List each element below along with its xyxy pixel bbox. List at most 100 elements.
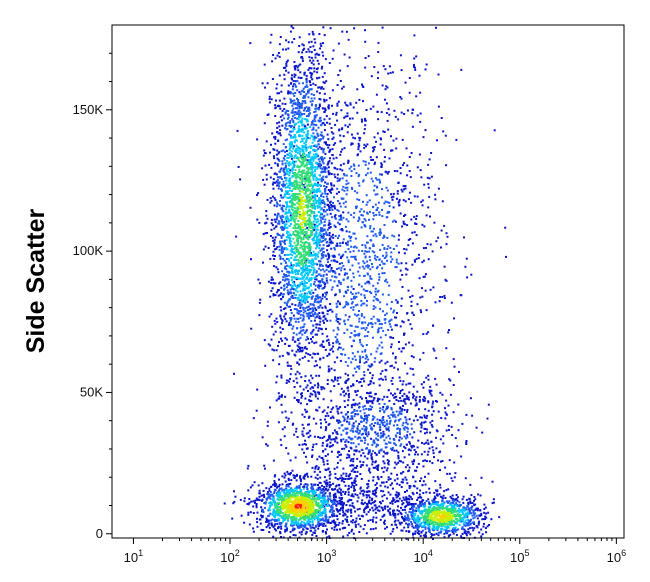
data-point bbox=[315, 408, 318, 411]
data-point bbox=[336, 242, 339, 245]
data-point bbox=[297, 399, 300, 401]
data-point bbox=[390, 328, 393, 331]
data-point bbox=[276, 222, 279, 225]
data-point bbox=[286, 270, 289, 273]
data-point bbox=[295, 293, 298, 296]
data-point bbox=[358, 365, 361, 368]
data-point bbox=[330, 399, 333, 402]
data-point bbox=[290, 194, 293, 197]
data-point bbox=[281, 109, 284, 112]
data-point bbox=[305, 260, 308, 262]
data-point bbox=[274, 172, 277, 175]
data-point bbox=[320, 422, 322, 425]
data-point bbox=[327, 224, 330, 227]
data-point bbox=[280, 220, 283, 223]
data-point bbox=[322, 458, 325, 461]
data-point bbox=[382, 450, 385, 453]
data-point bbox=[284, 216, 287, 219]
data-point bbox=[340, 411, 343, 414]
data-point bbox=[367, 451, 370, 454]
data-point bbox=[392, 512, 395, 515]
data-point bbox=[298, 283, 301, 286]
data-point bbox=[391, 487, 394, 490]
data-point bbox=[285, 258, 288, 260]
data-point bbox=[346, 244, 349, 246]
data-point bbox=[394, 416, 397, 419]
data-point bbox=[363, 511, 366, 514]
data-point bbox=[317, 280, 320, 283]
data-point bbox=[378, 361, 381, 364]
data-point bbox=[397, 519, 400, 522]
data-point bbox=[328, 234, 331, 237]
data-point bbox=[293, 308, 296, 310]
data-point bbox=[390, 135, 392, 138]
data-point bbox=[364, 296, 366, 299]
data-point bbox=[281, 124, 284, 127]
data-point bbox=[319, 157, 322, 160]
data-point bbox=[305, 115, 308, 118]
data-point bbox=[394, 266, 397, 269]
data-point bbox=[302, 228, 305, 231]
data-point bbox=[371, 323, 374, 326]
data-point bbox=[305, 118, 308, 121]
data-point bbox=[299, 282, 302, 285]
data-point bbox=[343, 416, 346, 419]
data-point bbox=[270, 143, 272, 146]
data-point bbox=[313, 319, 316, 322]
data-point bbox=[335, 111, 338, 114]
data-point bbox=[356, 366, 359, 369]
data-point bbox=[345, 30, 348, 33]
data-point bbox=[424, 129, 427, 132]
data-point bbox=[333, 438, 336, 441]
data-point bbox=[310, 289, 313, 292]
data-point bbox=[324, 152, 327, 155]
data-point bbox=[272, 278, 274, 281]
data-point bbox=[297, 118, 300, 121]
data-point bbox=[310, 399, 313, 402]
data-point bbox=[336, 456, 339, 458]
data-point bbox=[346, 420, 348, 423]
data-point bbox=[419, 296, 422, 299]
data-point bbox=[435, 26, 437, 29]
data-point bbox=[375, 209, 378, 212]
data-point bbox=[372, 336, 374, 339]
data-point bbox=[322, 340, 325, 343]
data-point bbox=[292, 27, 295, 30]
data-point bbox=[370, 502, 373, 505]
data-point bbox=[332, 136, 335, 139]
data-point bbox=[308, 163, 311, 166]
data-point bbox=[295, 427, 298, 430]
data-point bbox=[275, 99, 277, 102]
data-point bbox=[286, 113, 289, 116]
data-point bbox=[369, 519, 372, 522]
data-point bbox=[392, 424, 395, 427]
data-point bbox=[296, 80, 299, 83]
data-point bbox=[365, 109, 368, 111]
data-point bbox=[469, 502, 472, 505]
data-point bbox=[325, 265, 328, 268]
data-point bbox=[316, 228, 319, 231]
data-point bbox=[352, 232, 355, 235]
data-point bbox=[423, 421, 426, 424]
data-point bbox=[363, 507, 366, 510]
data-point bbox=[329, 226, 332, 228]
data-point bbox=[302, 44, 305, 47]
data-point bbox=[315, 257, 318, 260]
data-point bbox=[383, 395, 386, 398]
data-point bbox=[358, 283, 360, 286]
data-point bbox=[320, 147, 323, 150]
data-point bbox=[323, 111, 326, 113]
data-point bbox=[441, 393, 444, 396]
data-point bbox=[358, 367, 361, 370]
data-point bbox=[325, 231, 328, 234]
data-point bbox=[308, 342, 311, 345]
data-point bbox=[307, 91, 310, 94]
data-point bbox=[431, 250, 434, 253]
data-point bbox=[284, 242, 286, 245]
data-point bbox=[387, 434, 390, 437]
data-point bbox=[326, 213, 329, 216]
data-point bbox=[350, 143, 353, 146]
data-point bbox=[359, 486, 362, 489]
data-point bbox=[350, 411, 353, 414]
data-point bbox=[314, 288, 317, 291]
